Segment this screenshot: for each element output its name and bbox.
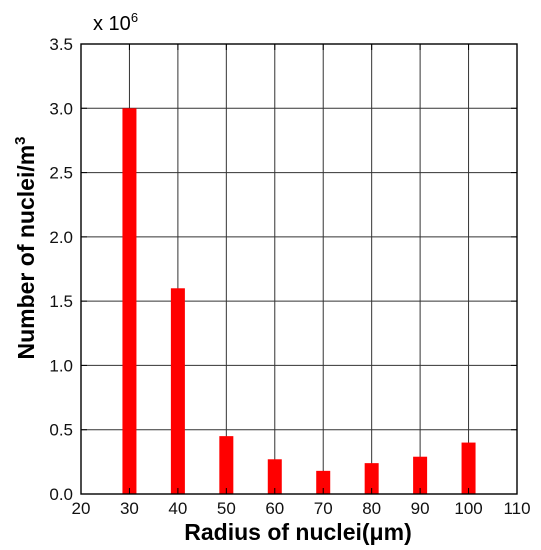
y-tick-label: 3.0	[49, 99, 73, 118]
bar	[267, 459, 282, 494]
y-tick-label: 0.5	[49, 421, 73, 440]
y-axis-multiplier: x 106	[93, 10, 138, 35]
x-tick-label: 40	[168, 499, 187, 518]
bar	[170, 288, 185, 494]
y-tick-label: 1.0	[49, 356, 73, 375]
y-axis-title-text: Number of nuclei/m	[13, 145, 39, 360]
x-axis-title: Radius of nuclei(μm)	[184, 519, 411, 545]
bar	[219, 436, 234, 494]
x-tick-label: 110	[503, 499, 530, 518]
x-tick-label: 60	[265, 499, 284, 518]
y-axis-title-superscript: 3	[12, 136, 29, 144]
y-tick-label: 3.5	[49, 35, 73, 54]
x-tick-label: 90	[411, 499, 430, 518]
y-axis-ticks: 0.0 0.5 1.0 1.5 2.0 2.5 3.0 3.5	[49, 35, 517, 504]
bar	[461, 442, 476, 494]
y-axis-title: Number of nuclei/m3	[12, 136, 39, 359]
y-tick-label: 1.5	[49, 292, 73, 311]
multiplier-exponent: 6	[131, 10, 138, 25]
grid-lines	[81, 44, 517, 494]
x-tick-label: 20	[72, 499, 91, 518]
y-tick-label: 2.5	[49, 164, 73, 183]
y-tick-label: 0.0	[49, 485, 73, 504]
x-tick-label: 70	[314, 499, 333, 518]
x-tick-label: 30	[120, 499, 139, 518]
bars	[122, 108, 476, 495]
plot-frame	[80, 43, 518, 495]
bar	[413, 456, 428, 494]
bar	[122, 108, 137, 495]
x-tick-label: 50	[217, 499, 236, 518]
multiplier-base: x 10	[93, 13, 131, 35]
y-tick-label: 2.0	[49, 228, 73, 247]
bar	[364, 463, 379, 494]
bar	[316, 470, 331, 494]
x-tick-label: 80	[362, 499, 381, 518]
x-tick-label: 100	[454, 499, 482, 518]
x-axis-ticks: 20 30 40 50 60 70 80 90 100 110	[72, 44, 531, 518]
